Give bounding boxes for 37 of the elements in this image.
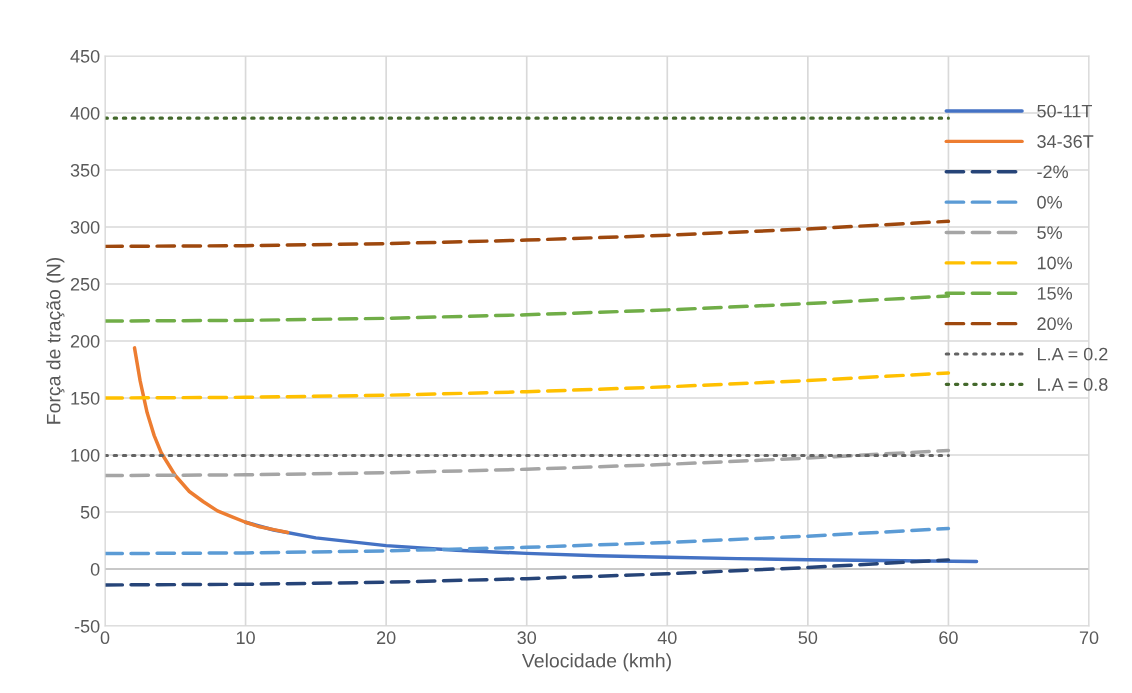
legend-label: 15% [1037,287,1073,300]
line-series [105,526,951,556]
y-tick-label: 300 [70,220,100,234]
x-tick-label: 50 [798,631,818,645]
x-tick-label: 40 [657,631,677,645]
legend-label: 0% [1037,195,1062,209]
line-series [105,219,951,249]
line-series [132,346,290,535]
legend-label: L.A = 0.8 [1038,378,1108,391]
y-tick-label: 200 [70,334,100,348]
legend-label: 50-11T [1037,104,1092,118]
y-tick-label: 50 [80,505,100,519]
x-tick-label: 10 [236,631,255,645]
x-tick-label: 0 [100,631,110,645]
x-axis-title: Velocidade (kmh) [521,653,671,672]
line-series [105,448,951,478]
x-tick-label: 30 [517,631,537,645]
y-tick-label: 0 [90,562,100,576]
legend-label: 34-36T [1037,135,1094,148]
x-tick-label: 70 [1079,631,1099,645]
legend-label: 20% [1037,317,1073,331]
y-tick-label: 400 [70,106,100,120]
y-axis-title: Força de tração (N) [46,257,65,424]
y-tick-label: 350 [70,163,100,177]
y-tick-label: 150 [71,391,100,405]
y-tick-label: 250 [70,277,100,291]
x-tick-label: 60 [939,631,958,645]
legend-label: -2% [1037,165,1068,179]
y-tick-label: 450 [70,49,100,63]
line-series [105,371,951,400]
legend-label: L.A = 0.2 [1038,347,1108,361]
x-tick-label: 20 [377,631,396,645]
legend-label: 10% [1037,256,1073,270]
line-series [105,558,951,587]
legend-label: 5% [1037,226,1062,239]
y-tick-label: 100 [71,448,100,462]
y-tick-label: -50 [74,619,100,633]
